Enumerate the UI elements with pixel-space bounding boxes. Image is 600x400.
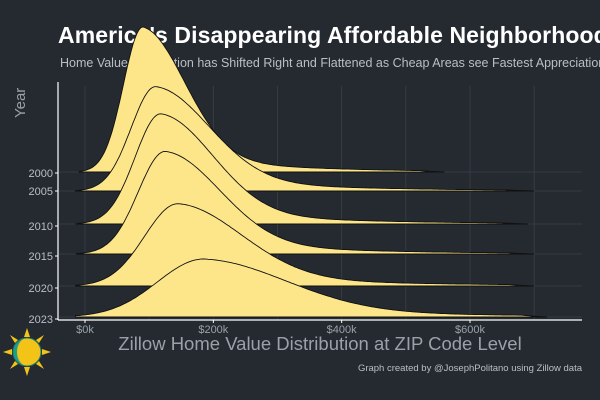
y-tick-label: 2005 [29, 186, 53, 198]
x-tick-label: $400k [327, 324, 357, 336]
x-tick-label: $200k [198, 324, 228, 336]
y-tick-label: 2023 [29, 314, 53, 326]
y-tick-label: 2015 [29, 251, 53, 263]
sun-logo-icon [3, 328, 51, 376]
y-tick-label: 2010 [29, 221, 53, 233]
chart-subtitle: Home Value Distribution has Shifted Righ… [60, 56, 600, 70]
x-axis-label: Zillow Home Value Distribution at ZIP Co… [118, 333, 522, 354]
ridge-2023 [74, 258, 548, 318]
x-tick-label: $600k [455, 324, 485, 336]
ridges [74, 26, 548, 318]
x-tick-label: $0k [76, 324, 94, 336]
x-tick-labels: $0k $200k $400k $600k [76, 320, 485, 336]
credit-text: Graph created by @JosephPolitano using Z… [357, 363, 582, 374]
axes [57, 82, 582, 321]
y-tick-label: 2000 [29, 168, 53, 180]
y-tick-label: 2020 [29, 283, 53, 295]
y-tick-labels: 2000 2005 2010 2015 2020 2023 [29, 168, 58, 326]
